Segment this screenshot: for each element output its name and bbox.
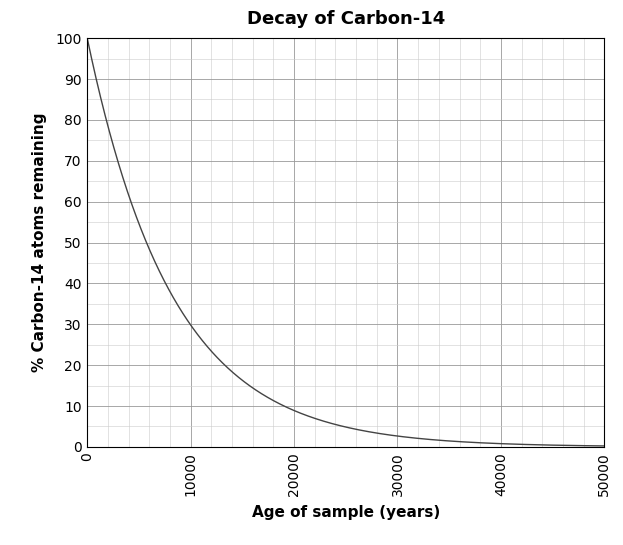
Title: Decay of Carbon-14: Decay of Carbon-14 (247, 10, 445, 28)
X-axis label: Age of sample (years): Age of sample (years) (252, 505, 440, 520)
Y-axis label: % Carbon-14 atoms remaining: % Carbon-14 atoms remaining (32, 113, 47, 372)
